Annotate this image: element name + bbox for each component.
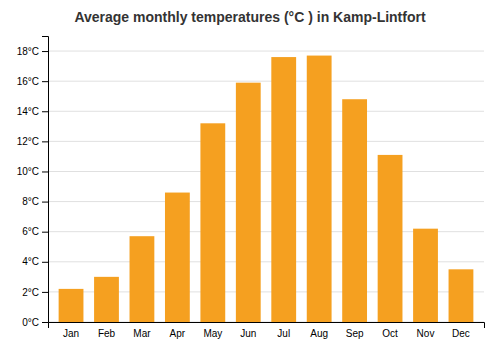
y-tick: 18°C [17,46,48,57]
x-tick: Aug [310,328,328,339]
bar [59,289,84,322]
y-tick: 0°C [22,317,48,328]
y-tick: 16°C [17,76,48,87]
x-tick: Jun [240,328,256,339]
y-tick-mark [42,202,48,203]
grid-line [48,141,484,142]
y-tick-mark [42,262,48,263]
bar [449,269,474,322]
x-tick-label: Jan [63,328,79,339]
x-tick: Feb [98,328,116,339]
x-tick: Apr [170,328,186,339]
title: Average monthly temperatures (°C ) in Ka… [74,9,426,25]
grid [48,51,484,322]
grid-line [48,111,484,112]
x-tick-label: Dec [452,328,470,339]
y-tick-mark [42,141,48,142]
bar [165,193,190,322]
y-tick-label: 14°C [17,106,39,117]
x-axis: Jan Feb Mar Apr May Jun Jul Aug Sep Oct Nov Dec [49,323,485,340]
x-tick-label: Apr [170,328,186,339]
grid-line [48,201,484,202]
x-tick: Nov [417,328,435,339]
bar [378,155,403,322]
bar [130,236,155,322]
y-tick: 14°C [17,106,48,117]
chart: Jan Feb Mar Apr May Jun Jul Aug Sep Oct Nov Dec 0°C 2… [0,0,500,350]
bar [307,56,332,322]
y-tick: 12°C [17,136,48,147]
y-axis: 0°C 2°C 4°C 6°C 8°C 10°C 12°C 14°C 16°C 18°C [17,37,49,328]
plot-area: Jan Feb Mar Apr May Jun Jul Aug Sep Oct Nov Dec 0°C 2… [17,37,485,340]
y-tick-mark [42,232,48,233]
x-tick-label: Nov [417,328,435,339]
y-tick-label: 4°C [22,256,39,267]
x-tick: Jan [63,328,79,339]
x-tick: Mar [133,328,151,339]
y-tick-label: 12°C [17,136,39,147]
bar [236,83,261,322]
y-tick-label: 16°C [17,76,39,87]
x-tick-label: Mar [133,328,151,339]
y-tick: 4°C [22,256,48,267]
y-tick-label: 10°C [17,166,39,177]
y-tick-label: 2°C [22,287,39,298]
bar [271,57,296,322]
y-tick-mark [42,51,48,52]
y-tick-label: 6°C [22,226,39,237]
x-tick: May [203,328,222,339]
x-tick-label: Jul [277,328,290,339]
y-tick: 2°C [22,287,48,298]
x-tick-label: Sep [346,328,364,339]
x-tick-label: Jun [240,328,256,339]
grid-line [48,171,484,172]
y-tick-mark [42,81,48,82]
x-tick: Dec [452,328,470,339]
grid-line [48,81,484,82]
x-tick: Oct [382,328,398,339]
y-tick-mark [42,292,48,293]
x-tick: Jul [277,328,290,339]
y-tick-label: 8°C [22,196,39,207]
bars [59,56,474,322]
y-tick-mark [42,171,48,172]
y-tick-label: 18°C [17,46,39,57]
x-tick-label: Feb [98,328,116,339]
y-tick-mark [42,322,48,323]
y-tick: 8°C [22,196,48,207]
y-tick: 10°C [17,166,48,177]
x-tick-label: Oct [382,328,398,339]
grid-line [48,51,484,52]
bar [200,123,225,322]
x-tick-label: May [203,328,222,339]
bar [413,229,438,322]
bar [94,277,119,322]
x-tick-label: Aug [310,328,328,339]
y-tick: 6°C [22,226,48,237]
y-tick-label: 0°C [22,317,39,328]
y-tick-mark [42,111,48,112]
y-axis-line [42,37,49,323]
x-tick: Sep [346,328,364,339]
bar [342,99,367,322]
